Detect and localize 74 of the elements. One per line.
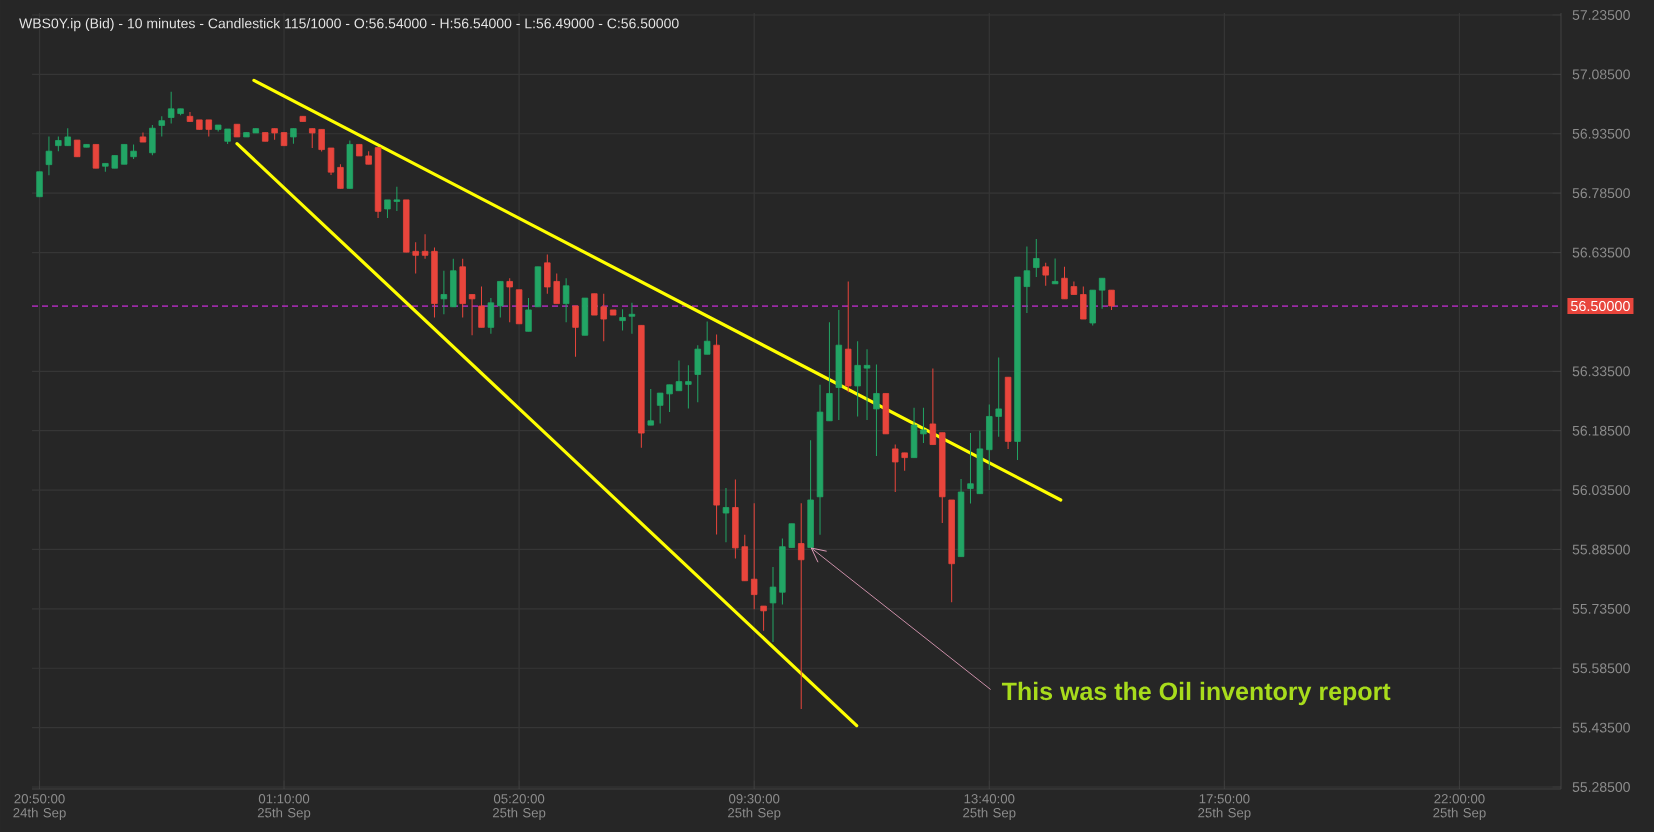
candlestick [167,91,175,124]
candlestick [760,605,767,632]
candlestick [1051,257,1059,285]
candlestick [440,270,448,315]
candlestick [892,444,899,493]
candlestick [506,277,513,323]
candlestick [337,163,344,189]
candlestick [1033,238,1040,278]
candlestick [1108,289,1115,311]
candlestick [600,293,607,342]
ref-line-label: 56.50000 [1570,300,1630,312]
candlestick [873,364,880,457]
candlestick [1023,246,1031,314]
y-tick-label: 56.33500 [1572,366,1630,377]
candlestick [421,233,429,260]
candlestick [619,308,626,332]
candlestick [525,297,532,332]
candlestick [750,502,758,610]
candlestick [1098,277,1106,310]
y-tick-label: 56.78500 [1572,188,1630,199]
candlestick [553,273,560,305]
y-tick-label: 56.93500 [1572,128,1630,139]
x-tick-label: 13:40:00 25th Sep [963,794,1016,821]
candlestick [309,128,316,149]
candlestick [468,294,476,336]
x-tick-label: 20:50:00 24th Sep [13,794,66,821]
candlestick [393,186,401,212]
candlestick [45,136,53,176]
candlestick [384,199,391,219]
candlestick [656,392,664,425]
candlestick [92,143,100,169]
candlestick [158,115,165,138]
candlestick [1061,266,1068,300]
y-tick-label: 55.43500 [1572,722,1630,733]
candlestick [863,348,871,421]
y-tick-label: 55.58500 [1572,663,1630,674]
candlestick [591,293,598,316]
x-tick-label: 17:50:00 25th Sep [1198,794,1251,821]
candlestick [929,368,937,446]
candlestick [478,286,485,328]
candlestick [685,364,692,410]
candlestick [628,302,636,335]
candlestick [967,432,974,505]
candlestick [675,360,683,392]
x-tick-label: 05:20:00 25th Sep [492,794,546,821]
candlestick [788,523,796,548]
x-tick-label: 09:30:00 25th Sep [728,794,781,821]
y-tick-label: 55.28500 [1572,782,1630,792]
candlestick [797,502,805,710]
x-tick-label: 01:10:00 25th Sep [257,794,311,821]
y-tick-label: 57.08500 [1572,69,1630,80]
candlestick [666,384,673,413]
candlestick [703,320,711,355]
y-tick-label: 55.73500 [1572,603,1630,614]
candlestick [572,305,579,358]
candlestick [120,143,128,165]
x-tick-label: 22:00:00 25th Sep [1433,794,1486,821]
candlestick [1042,262,1049,287]
y-tick-label: 56.63500 [1572,247,1630,258]
candlestick [769,566,777,643]
candlestick [412,241,419,275]
candlestick [647,388,654,426]
y-tick-label: 56.18500 [1572,425,1630,436]
y-tick-label: 57.23500 [1572,10,1630,20]
candlestick [854,340,861,417]
chart-title: WBS0Y.ip (Bid) - 10 minutes - Candlestick 115/1000 - O:56.54000 - H:56.54000 - L:56.49000 - C:56.50000 [19,18,679,32]
y-tick-label: 56.03500 [1572,485,1630,496]
y-tick-label: 55.88500 [1572,544,1630,555]
annotation: This was the Oil inventory report [1001,681,1391,706]
candlestick [920,407,927,444]
candlestick [562,277,570,323]
candlestick [722,487,730,543]
candlestick [318,128,325,153]
candlestick [995,356,1002,438]
